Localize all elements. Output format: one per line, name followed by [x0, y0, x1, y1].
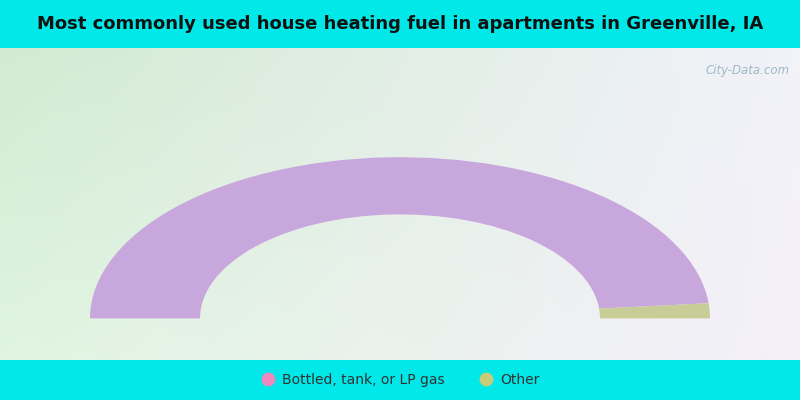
- Text: City-Data.com: City-Data.com: [706, 64, 790, 77]
- Legend: Bottled, tank, or LP gas, Other: Bottled, tank, or LP gas, Other: [255, 368, 545, 392]
- Wedge shape: [90, 157, 709, 318]
- Text: Most commonly used house heating fuel in apartments in Greenville, IA: Most commonly used house heating fuel in…: [37, 15, 763, 33]
- Wedge shape: [599, 303, 710, 318]
